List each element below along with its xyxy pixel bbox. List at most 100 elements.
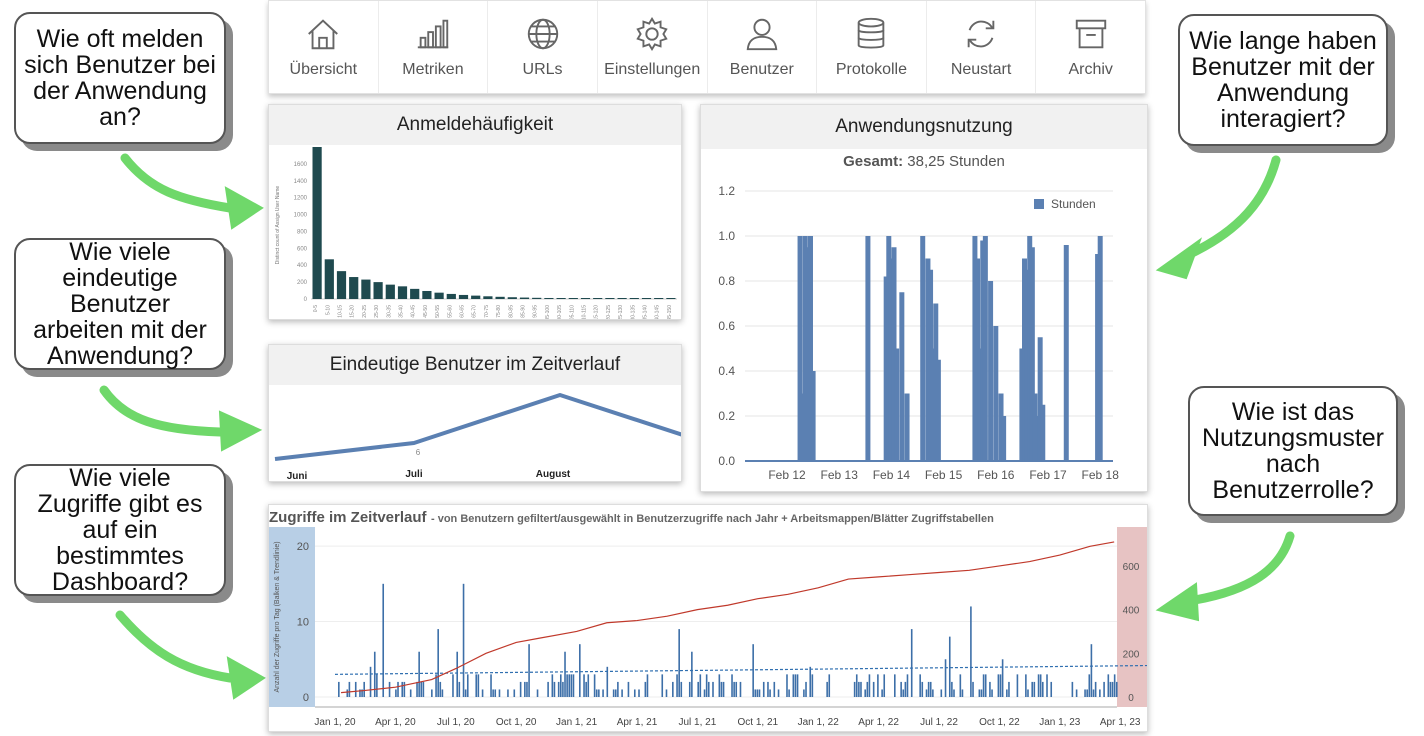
y-tick-label: 200 bbox=[297, 280, 308, 286]
x-tick-label: Oct 1, 20 bbox=[496, 717, 537, 728]
arrow-to-login-chart bbox=[120, 153, 235, 213]
nav-item-urls[interactable]: URLs bbox=[488, 1, 598, 93]
usage-bar bbox=[904, 393, 910, 461]
access-bar bbox=[792, 674, 795, 697]
usage-bar bbox=[1024, 269, 1030, 461]
usage-bar bbox=[1001, 416, 1007, 461]
y-tick-label-left: 10 bbox=[297, 617, 309, 629]
y-tick-label: 400 bbox=[297, 263, 308, 269]
x-tick-label: 30-35 bbox=[386, 305, 392, 318]
x-tick-label: Jan 1, 22 bbox=[798, 717, 840, 728]
histogram-bar bbox=[434, 292, 444, 299]
usage-bar bbox=[935, 359, 941, 461]
y-tick-label: 1200 bbox=[294, 196, 308, 202]
user-icon bbox=[746, 18, 778, 51]
access-bar bbox=[902, 689, 905, 697]
access-bar bbox=[735, 681, 738, 697]
histogram-bar bbox=[446, 293, 456, 299]
access-bar bbox=[697, 681, 699, 697]
access-bar bbox=[762, 681, 765, 697]
nav-item-protokolle[interactable]: Protokolle bbox=[817, 1, 927, 93]
usage-bar bbox=[894, 348, 900, 461]
arrow-to-access-chart bbox=[115, 610, 235, 683]
histogram-bar bbox=[349, 277, 359, 299]
access-bar bbox=[921, 681, 924, 697]
access-bar bbox=[363, 681, 365, 697]
access-bar bbox=[786, 674, 788, 697]
legend-swatch bbox=[1034, 199, 1044, 209]
x-tick-label: Feb 13 bbox=[821, 468, 859, 482]
access-bar bbox=[989, 681, 991, 697]
access-bar bbox=[731, 674, 733, 697]
x-tick-label: Apr 1, 21 bbox=[617, 717, 658, 728]
x-tick-label: Jan 1, 20 bbox=[314, 717, 356, 728]
access-bar bbox=[944, 659, 947, 697]
access-bar bbox=[999, 674, 1002, 697]
x-tick-label: Apr 1, 23 bbox=[1100, 717, 1141, 728]
access-bar bbox=[466, 674, 469, 697]
access-bar bbox=[906, 674, 909, 697]
globe-icon bbox=[527, 18, 558, 50]
access-bar bbox=[929, 681, 932, 697]
x-tick-label: 20-25 bbox=[362, 305, 368, 318]
x-tick-label: Oct 1, 22 bbox=[979, 717, 1020, 728]
usage-bar bbox=[988, 281, 994, 461]
bar-chart-icon bbox=[417, 19, 449, 49]
x-tick-label: Feb 15 bbox=[925, 468, 963, 482]
nav-item-neustart[interactable]: Neustart bbox=[927, 1, 1037, 93]
access-bar bbox=[553, 681, 556, 697]
histogram-bar bbox=[312, 147, 322, 299]
histogram-bar bbox=[324, 259, 334, 299]
access-bar bbox=[354, 681, 357, 697]
top-nav-bar: Übersicht Metriken URLs Einstellungen Be… bbox=[268, 0, 1146, 94]
access-bar bbox=[796, 674, 799, 697]
access-bar bbox=[1071, 681, 1074, 697]
nav-label: Metriken bbox=[402, 61, 464, 78]
y-tick-label-left: 0 bbox=[303, 692, 309, 704]
access-bar bbox=[1090, 644, 1093, 697]
panel-subtitle: - von Benutzern gefiltert/ausgewählt in … bbox=[430, 513, 994, 525]
callout-unique-users: Wie viele eindeutige Benutzer arbeiten m… bbox=[14, 238, 226, 370]
access-bar bbox=[972, 681, 974, 697]
access-bar bbox=[828, 674, 831, 697]
access-bar bbox=[811, 674, 814, 697]
x-tick-label: 145-150 bbox=[667, 305, 673, 320]
access-bar bbox=[733, 681, 735, 697]
usage-bar bbox=[980, 240, 986, 461]
x-tick-label: 105-110 bbox=[569, 305, 575, 320]
x-tick-label: 125-130 bbox=[618, 305, 624, 320]
unique-users-chart: 6 Juni Juli August bbox=[274, 393, 681, 481]
access-bar bbox=[376, 674, 378, 697]
x-tick-label: 130-135 bbox=[630, 305, 636, 320]
y-tick-label: 0.6 bbox=[718, 319, 735, 333]
arrow-to-usage-chart bbox=[1185, 155, 1281, 259]
access-bar bbox=[633, 689, 636, 697]
nav-item-archiv[interactable]: Archiv bbox=[1036, 1, 1145, 93]
y-tick-label: 800 bbox=[297, 229, 308, 235]
access-bar bbox=[1008, 681, 1010, 697]
refresh-icon bbox=[967, 20, 995, 48]
access-bar bbox=[919, 674, 921, 697]
access-bar bbox=[1041, 681, 1044, 697]
nav-item-einstellungen[interactable]: Einstellungen bbox=[598, 1, 708, 93]
histogram-bar bbox=[495, 296, 505, 299]
nav-item-uebersicht[interactable]: Übersicht bbox=[269, 1, 379, 93]
usage-bar bbox=[886, 236, 892, 461]
access-bar bbox=[583, 674, 585, 697]
histogram-bar bbox=[654, 298, 664, 299]
nav-label: Einstellungen bbox=[604, 61, 701, 78]
x-tick-label: Jul 1, 22 bbox=[920, 717, 958, 728]
access-bar bbox=[551, 674, 554, 697]
usage-bar bbox=[1037, 337, 1043, 461]
access-bar bbox=[984, 674, 987, 697]
nav-item-benutzer[interactable]: Benutzer bbox=[708, 1, 818, 93]
x-tick-label: 50-55 bbox=[435, 305, 441, 318]
nav-item-metriken[interactable]: Metriken bbox=[379, 1, 489, 93]
y-tick-label: 1.2 bbox=[718, 184, 735, 198]
access-bar bbox=[595, 689, 598, 697]
access-bar bbox=[490, 674, 492, 697]
access-bar bbox=[756, 689, 759, 697]
app-usage-chart: 0.0 0.2 0.4 0.6 0.8 1.0 1.2 Feb 12 Feb 13 Feb 14 F… bbox=[718, 184, 1119, 482]
access-bar bbox=[464, 689, 467, 697]
nav-label: Neustart bbox=[950, 61, 1012, 78]
